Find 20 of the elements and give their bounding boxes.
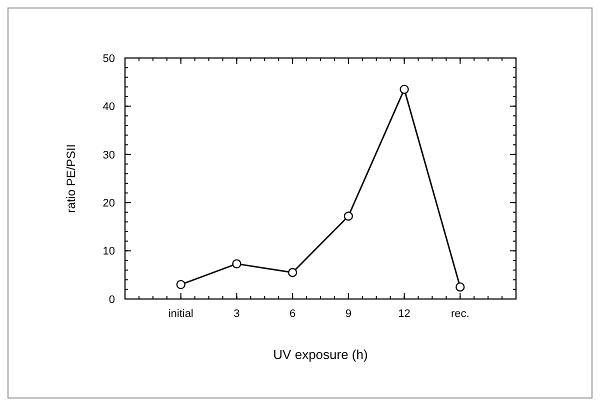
x-tick-label: 12 bbox=[398, 308, 410, 320]
point bbox=[288, 268, 298, 278]
x-axis-title: UV exposure (h) bbox=[273, 347, 368, 362]
y-tick-label: 10 bbox=[102, 246, 115, 258]
y-tick-label: 40 bbox=[102, 101, 115, 114]
x-tick-label: 3 bbox=[234, 308, 240, 320]
y-axis-title: ratio PE/PSII bbox=[64, 144, 78, 213]
y-tick-label: 0 bbox=[108, 294, 115, 306]
y-tick-label: 30 bbox=[102, 149, 115, 162]
x-tick-label: 9 bbox=[345, 308, 352, 320]
x-tick-label: rec. bbox=[450, 308, 470, 320]
point bbox=[176, 280, 186, 290]
x-tick-label: initial bbox=[168, 308, 194, 320]
y-tick-label: 50 bbox=[102, 52, 115, 65]
y-tick-label: 20 bbox=[102, 197, 115, 210]
x-tick-label: 6 bbox=[290, 308, 296, 320]
point bbox=[456, 282, 465, 292]
point bbox=[344, 211, 354, 221]
point bbox=[232, 259, 242, 268]
point bbox=[400, 84, 409, 94]
